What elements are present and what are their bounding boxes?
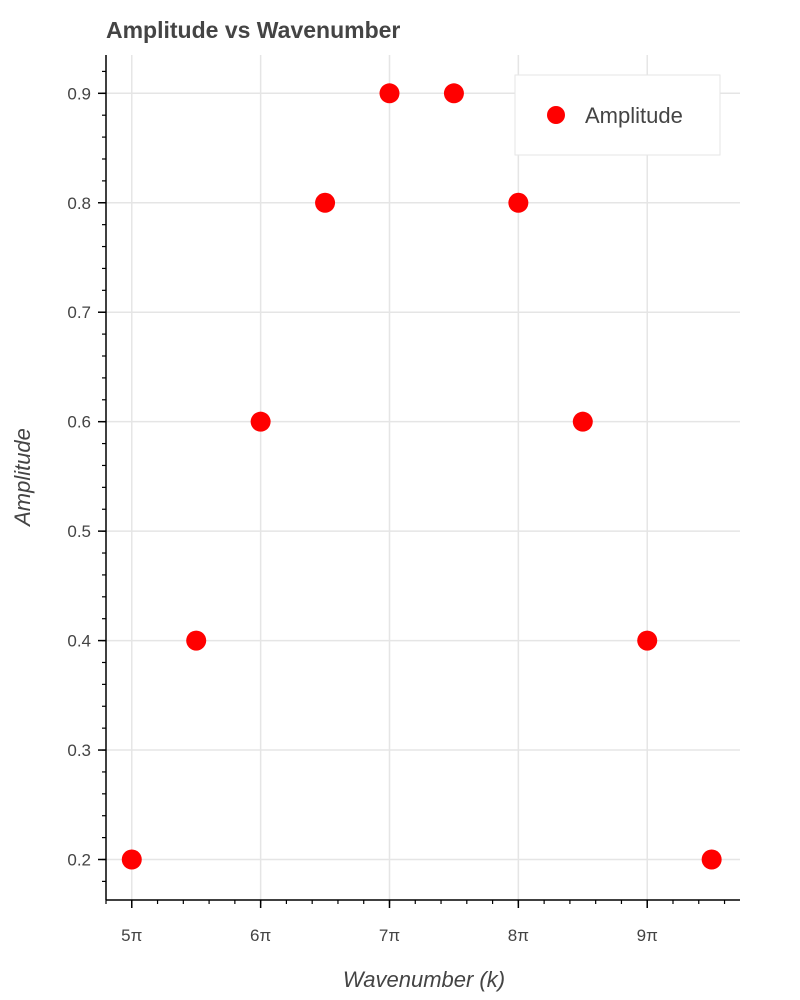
x-tick-label: 8π: [508, 926, 529, 945]
x-tick-label: 6π: [250, 926, 271, 945]
data-point: [443, 83, 464, 104]
x-tick-label: 7π: [379, 926, 400, 945]
legend: Amplitude: [514, 74, 721, 156]
y-tick-label: 0.6: [67, 413, 91, 432]
y-axis-label: Amplitude: [10, 428, 35, 528]
data-point: [186, 630, 207, 651]
y-axis-ticks: 0.2 0.3 0.4 0.5 0.6 0.7 0.8 0.9: [67, 70, 106, 882]
data-point: [379, 83, 400, 104]
x-axis-ticks: 5π 6π 7π 8π 9π: [105, 900, 726, 945]
grid: [106, 55, 740, 900]
data-point: [250, 411, 271, 432]
y-tick-label: 0.7: [67, 303, 91, 322]
data-point: [508, 192, 529, 213]
y-tick-label: 0.4: [67, 632, 91, 651]
data-points: [121, 83, 722, 870]
data-point: [315, 192, 336, 213]
data-point: [637, 630, 658, 651]
y-tick-label: 0.3: [67, 741, 91, 760]
x-tick-label: 9π: [637, 926, 658, 945]
y-tick-label: 0.5: [67, 522, 91, 541]
x-tick-label: 5π: [121, 926, 142, 945]
y-tick-label: 0.9: [67, 84, 91, 103]
x-axis-label: Wavenumber (k): [343, 967, 505, 992]
data-point: [121, 849, 142, 870]
data-point: [572, 411, 593, 432]
y-tick-label: 0.8: [67, 194, 91, 213]
chart-title: Amplitude vs Wavenumber: [106, 17, 400, 43]
legend-entry-amplitude: Amplitude: [585, 103, 683, 128]
axes: [105, 55, 740, 901]
data-point: [701, 849, 722, 870]
y-tick-label: 0.2: [67, 851, 91, 870]
legend-marker: [547, 106, 565, 124]
